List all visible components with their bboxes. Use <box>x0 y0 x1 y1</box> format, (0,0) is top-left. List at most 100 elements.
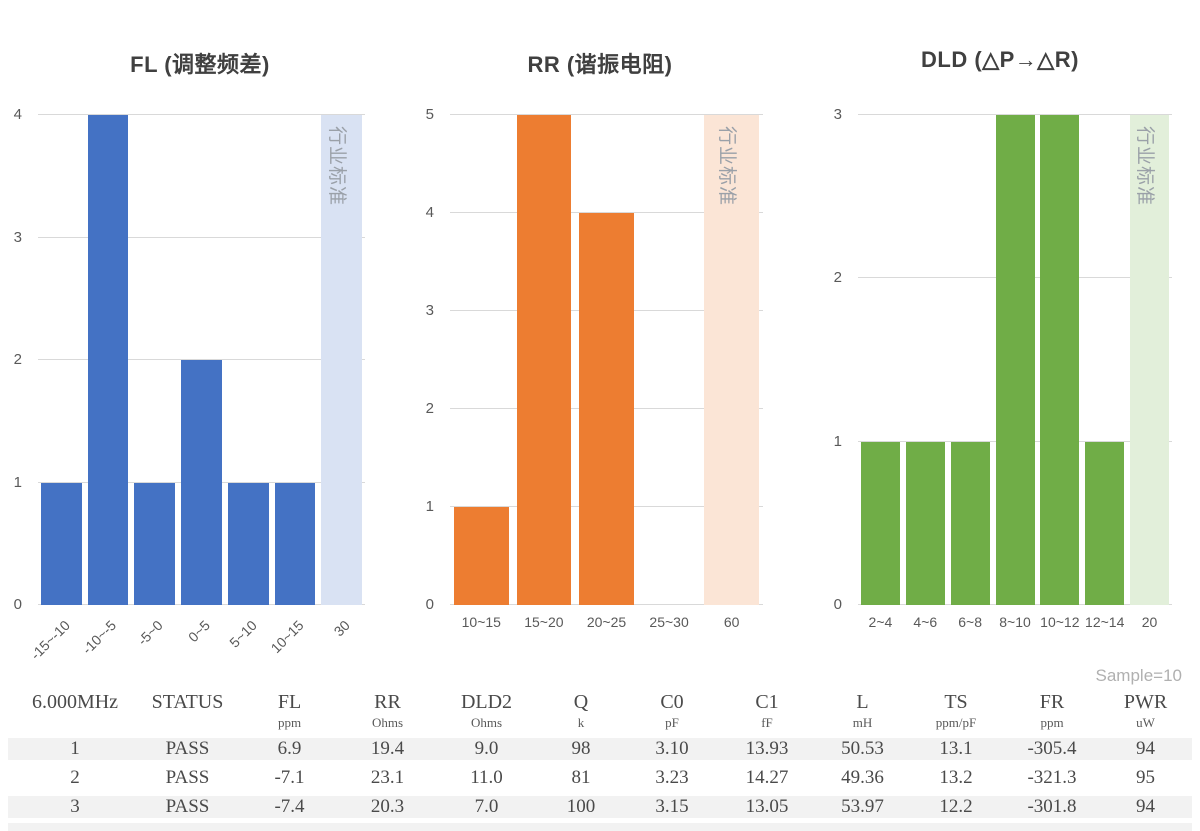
row-index-cell: 3 <box>70 796 80 817</box>
x-axis-tick-label: -5~0 <box>134 617 167 649</box>
value-cell: 49.36 <box>841 767 884 788</box>
column-name: 6.000MHz <box>31 691 119 713</box>
plot-area: 0 1 2 3 4 5 行业标准 10~15 15~20 20~25 25~30 60 <box>426 106 763 630</box>
column-name: C0 <box>660 691 684 713</box>
histogram-bar <box>274 482 316 605</box>
column-unit: pF <box>665 715 679 730</box>
x-axis-tick-label: 10~15 <box>267 617 307 657</box>
industry-standard-label: 行业标准 <box>325 126 347 207</box>
histogram-bar <box>454 507 509 605</box>
industry-standard-band: 行业标准 <box>704 115 759 605</box>
x-axis-tick-label: -10~-5 <box>79 617 120 658</box>
value-cell: 13.2 <box>939 767 973 788</box>
value-cell: 12.2 <box>939 796 973 817</box>
rr-histogram: RR (谐振电阻) 0 1 2 3 4 5 行业标准 10~15 15~20 20~25 25~30… <box>400 0 800 660</box>
y-axis-tick-label: 1 <box>13 473 22 491</box>
column-name: STATUS <box>151 691 224 713</box>
column-header: RR Ohms <box>338 690 437 731</box>
column-unit: Ohms <box>371 715 404 730</box>
bars-group: 行业标准 <box>450 115 763 605</box>
column-header: FR ppm <box>1003 690 1101 731</box>
y-axis-tick-label: 2 <box>425 400 434 417</box>
value-cell: 81 <box>571 767 591 788</box>
histogram-bar <box>1085 441 1125 605</box>
y-axis-tick-label: 1 <box>425 498 434 515</box>
column-unit: k <box>577 715 585 730</box>
bar-slot <box>638 115 701 605</box>
value-cell: -301.8 <box>1027 796 1077 817</box>
value-cell: 94 <box>1136 796 1155 817</box>
column-unit: fF <box>761 715 773 730</box>
value-cell: 3.10 <box>655 738 689 759</box>
value-cell: 53.97 <box>841 796 884 817</box>
column-header-frequency: 6.000MHz <box>16 690 134 731</box>
column-name: RR <box>374 691 401 713</box>
grid-line <box>858 114 1172 115</box>
value-cell: 3.23 <box>655 767 689 788</box>
value-cell: 11.0 <box>470 767 503 788</box>
x-axis-tick-label: -15~-10 <box>26 617 73 663</box>
histogram-bar <box>134 482 176 605</box>
column-name: L <box>856 691 869 713</box>
bar-slot <box>1037 115 1082 605</box>
value-cell: 13.1 <box>939 738 973 759</box>
histogram-bar <box>1040 115 1080 605</box>
column-unit: mH <box>852 715 873 730</box>
bar-slot <box>178 115 225 605</box>
x-axis-labels: 10~15 15~20 20~25 25~30 60 <box>450 614 763 672</box>
value-cell: -321.3 <box>1027 767 1077 788</box>
column-name: FR <box>1039 691 1065 713</box>
bar-slot <box>225 115 272 605</box>
industry-standard-band: 行业标准 <box>321 115 362 605</box>
row-index-cell: 1 <box>70 738 80 759</box>
status-cell: PASS <box>165 767 210 788</box>
plot-area: 0 1 2 3 行业标准 2~4 4~6 6~8 8~10 10~12 12~14 20 <box>834 106 1172 630</box>
column-header: DLD2 Ohms <box>437 690 536 731</box>
sample-size-label: Sample=10 <box>1095 666 1182 685</box>
histogram-bar <box>860 441 900 605</box>
y-axis-tick-label: 0 <box>425 596 434 613</box>
value-cell: 9.0 <box>474 738 499 759</box>
bar-slot <box>38 115 85 605</box>
value-cell: 19.4 <box>370 738 405 759</box>
column-name: TS <box>944 691 968 713</box>
value-cell: 13.93 <box>745 738 789 759</box>
results-table: Sample=10 6.000MHz STATUS FL ppm RR Ohms DLD2 O… <box>8 660 1192 831</box>
histogram-bar <box>905 441 945 605</box>
bar-slot <box>993 115 1038 605</box>
value-cell: -7.4 <box>274 796 305 817</box>
column-header: TS ppm/pF <box>909 690 1003 731</box>
column-unit: uW <box>1136 715 1155 730</box>
x-axis-tick-label: 10~15 <box>461 614 501 630</box>
column-unit: ppm <box>1040 715 1064 730</box>
chart-title: FL (调整频差) <box>130 52 270 77</box>
status-cell: PASS <box>165 796 210 817</box>
x-axis-tick-label: 5~10 <box>225 617 260 651</box>
column-header: STATUS <box>134 690 241 731</box>
x-axis-tick-label: 0~5 <box>184 617 213 646</box>
value-cell: 3.15 <box>655 796 689 817</box>
table-row: 3 PASS -7.4 20.3 7.0 100 3.15 13.05 53.97 12.2 -30… <box>8 796 1192 818</box>
x-axis-tick-label: 12~14 <box>1085 614 1125 630</box>
bar-slot: 行业标准 <box>318 115 365 605</box>
y-axis-tick-label: 2 <box>833 269 842 287</box>
histogram-bar <box>41 482 82 605</box>
column-unit: ppm <box>277 715 302 730</box>
y-axis-tick-label: 2 <box>13 351 22 368</box>
table-body: 1 PASS 6.9 19.4 9.0 98 3.10 13.93 50.53 13.1 -305.… <box>8 738 1192 818</box>
table-row: 1 PASS 6.9 19.4 9.0 98 3.10 13.93 50.53 13.1 -305.… <box>8 738 1192 760</box>
value-cell: 13.05 <box>745 796 789 817</box>
histogram-bar <box>87 115 129 605</box>
column-unit: Ohms <box>470 715 503 730</box>
value-cell: -305.4 <box>1027 738 1077 759</box>
value-cell: 50.53 <box>841 738 884 759</box>
bar-slot <box>272 115 319 605</box>
column-header: C0 pF <box>626 690 718 731</box>
status-cell: PASS <box>165 738 210 759</box>
industry-standard-label: 行业标准 <box>715 126 737 207</box>
table-row-partial <box>8 823 1192 831</box>
x-axis-tick-label: 60 <box>723 614 740 630</box>
bars-group: 行业标准 <box>38 115 365 605</box>
column-name: DLD2 <box>460 691 513 713</box>
